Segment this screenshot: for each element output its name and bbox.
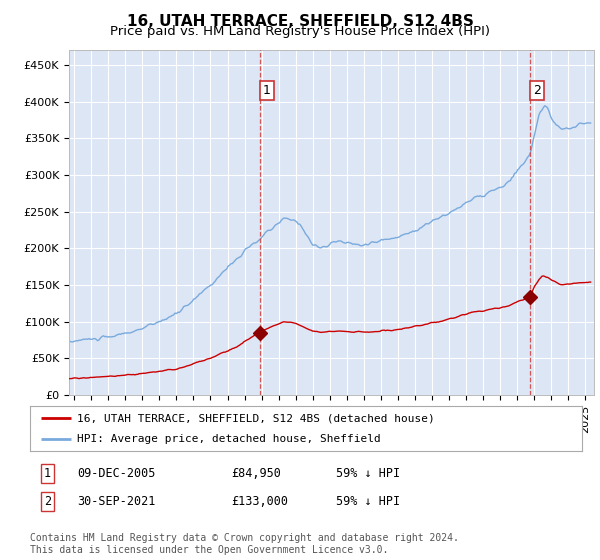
Text: 1: 1 bbox=[44, 466, 51, 480]
Text: 09-DEC-2005: 09-DEC-2005 bbox=[77, 466, 155, 480]
Text: 16, UTAH TERRACE, SHEFFIELD, S12 4BS: 16, UTAH TERRACE, SHEFFIELD, S12 4BS bbox=[127, 14, 473, 29]
Text: £84,950: £84,950 bbox=[232, 466, 281, 480]
Text: 16, UTAH TERRACE, SHEFFIELD, S12 4BS (detached house): 16, UTAH TERRACE, SHEFFIELD, S12 4BS (de… bbox=[77, 413, 434, 423]
Text: 59% ↓ HPI: 59% ↓ HPI bbox=[337, 466, 400, 480]
Text: Price paid vs. HM Land Registry's House Price Index (HPI): Price paid vs. HM Land Registry's House … bbox=[110, 25, 490, 38]
Text: HPI: Average price, detached house, Sheffield: HPI: Average price, detached house, Shef… bbox=[77, 433, 380, 444]
Text: 2: 2 bbox=[533, 84, 541, 97]
Text: 30-SEP-2021: 30-SEP-2021 bbox=[77, 495, 155, 508]
Text: 2: 2 bbox=[44, 495, 51, 508]
Text: £133,000: £133,000 bbox=[232, 495, 289, 508]
Text: 59% ↓ HPI: 59% ↓ HPI bbox=[337, 495, 400, 508]
Text: 1: 1 bbox=[263, 84, 271, 97]
Text: Contains HM Land Registry data © Crown copyright and database right 2024.
This d: Contains HM Land Registry data © Crown c… bbox=[30, 533, 459, 555]
